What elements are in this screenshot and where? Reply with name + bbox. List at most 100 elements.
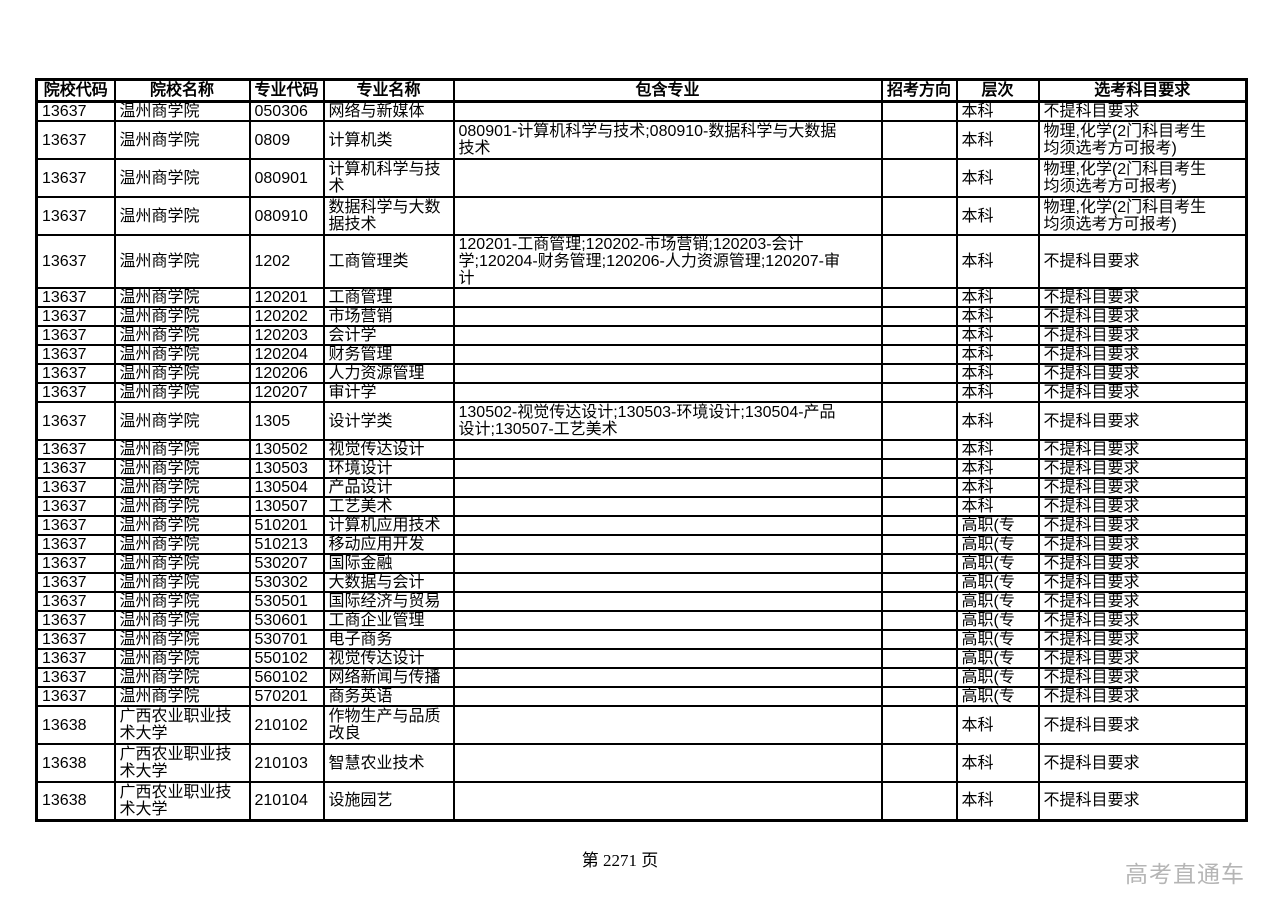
cell-admission-direction bbox=[880, 572, 958, 593]
cell-college-name: 温州商学院 bbox=[113, 363, 251, 384]
cell-college-name: 温州商学院 bbox=[113, 591, 251, 612]
cell-included-majors bbox=[452, 705, 883, 745]
cell-major-code: 130507 bbox=[248, 496, 325, 517]
table-row: 13637 温州商学院 530701 电子商务 高职(专 不提科目要求 bbox=[35, 629, 1248, 650]
cell-college-name: 温州商学院 bbox=[113, 120, 251, 160]
cell-level: 本科 bbox=[955, 234, 1040, 289]
cell-college-name: 温州商学院 bbox=[113, 287, 251, 308]
cell-level: 本科 bbox=[955, 743, 1040, 783]
table-row: 13637 温州商学院 1202 工商管理类 120201-工商管理;120202-市场… bbox=[35, 234, 1248, 289]
cell-included-majors bbox=[452, 382, 883, 403]
cell-subject-requirements: 不提科目要求 bbox=[1037, 439, 1248, 460]
cell-college-name: 温州商学院 bbox=[113, 401, 251, 441]
cell-admission-direction bbox=[880, 781, 958, 821]
header-included-majors: 包含专业 bbox=[452, 78, 883, 103]
table-row: 13638 广西农业职业技术大学 210102 作物生产与品质改良 本科 不提科目要求 bbox=[35, 705, 1248, 745]
cell-level: 本科 bbox=[955, 781, 1040, 821]
cell-level: 高职(专 bbox=[955, 534, 1040, 555]
cell-major-name: 工商管理 bbox=[322, 287, 455, 308]
table-row: 13637 温州商学院 130504 产品设计 本科 不提科目要求 bbox=[35, 477, 1248, 498]
table-row: 13637 温州商学院 530207 国际金融 高职(专 不提科目要求 bbox=[35, 553, 1248, 574]
cell-major-name: 数据科学与大数据技术 bbox=[322, 196, 455, 236]
cell-level: 本科 bbox=[955, 363, 1040, 384]
cell-level: 本科 bbox=[955, 100, 1040, 122]
cell-major-code: 510213 bbox=[248, 534, 325, 555]
cell-college-code: 13637 bbox=[35, 363, 116, 384]
table-row: 13637 温州商学院 080910 数据科学与大数据技术 本科 物理,化学(2门科目考生… bbox=[35, 196, 1248, 236]
cell-college-name: 温州商学院 bbox=[113, 382, 251, 403]
cell-included-majors bbox=[452, 458, 883, 479]
cell-major-name: 工商企业管理 bbox=[322, 610, 455, 631]
cell-included-majors bbox=[452, 686, 883, 707]
cell-subject-requirements: 不提科目要求 bbox=[1037, 591, 1248, 612]
cell-major-name: 电子商务 bbox=[322, 629, 455, 650]
cell-college-code: 13637 bbox=[35, 572, 116, 593]
cell-college-name: 温州商学院 bbox=[113, 629, 251, 650]
cell-included-majors bbox=[452, 100, 883, 122]
cell-level: 本科 bbox=[955, 477, 1040, 498]
cell-admission-direction bbox=[880, 496, 958, 517]
cell-major-name: 设计学类 bbox=[322, 401, 455, 441]
cell-major-code: 1305 bbox=[248, 401, 325, 441]
watermark-text: 高考直通车 bbox=[1125, 861, 1245, 887]
header-college-code: 院校代码 bbox=[35, 78, 116, 103]
cell-college-name: 温州商学院 bbox=[113, 686, 251, 707]
cell-level: 本科 bbox=[955, 120, 1040, 160]
cell-major-name: 会计学 bbox=[322, 325, 455, 346]
cell-subject-requirements: 不提科目要求 bbox=[1037, 667, 1248, 688]
cell-major-code: 210104 bbox=[248, 781, 325, 821]
cell-admission-direction bbox=[880, 705, 958, 745]
table-row: 13637 温州商学院 080901 计算机科学与技术 本科 物理,化学(2门科目考生均须… bbox=[35, 158, 1248, 198]
cell-subject-requirements: 不提科目要求 bbox=[1037, 515, 1248, 536]
cell-subject-requirements: 不提科目要求 bbox=[1037, 363, 1248, 384]
table-row: 13637 温州商学院 530501 国际经济与贸易 高职(专 不提科目要求 bbox=[35, 591, 1248, 612]
table-row: 13637 温州商学院 130503 环境设计 本科 不提科目要求 bbox=[35, 458, 1248, 479]
cell-included-majors bbox=[452, 667, 883, 688]
cell-subject-requirements: 不提科目要求 bbox=[1037, 534, 1248, 555]
table-row: 13637 温州商学院 120203 会计学 本科 不提科目要求 bbox=[35, 325, 1248, 346]
cell-college-code: 13638 bbox=[35, 781, 116, 821]
cell-subject-requirements: 不提科目要求 bbox=[1037, 458, 1248, 479]
cell-level: 高职(专 bbox=[955, 648, 1040, 669]
cell-college-code: 13637 bbox=[35, 344, 116, 365]
table-row: 13637 温州商学院 130507 工艺美术 本科 不提科目要求 bbox=[35, 496, 1248, 517]
cell-subject-requirements: 不提科目要求 bbox=[1037, 629, 1248, 650]
cell-college-name: 温州商学院 bbox=[113, 100, 251, 122]
cell-college-name: 温州商学院 bbox=[113, 458, 251, 479]
cell-subject-requirements: 物理,化学(2门科目考生均须选考方可报考) bbox=[1037, 196, 1248, 236]
cell-major-code: 210103 bbox=[248, 743, 325, 783]
cell-college-code: 13637 bbox=[35, 234, 116, 289]
cell-subject-requirements: 不提科目要求 bbox=[1037, 781, 1248, 821]
cell-included-majors bbox=[452, 572, 883, 593]
cell-subject-requirements: 不提科目要求 bbox=[1037, 743, 1248, 783]
cell-college-name: 温州商学院 bbox=[113, 477, 251, 498]
cell-college-name: 温州商学院 bbox=[113, 325, 251, 346]
cell-admission-direction bbox=[880, 196, 958, 236]
table-row: 13637 温州商学院 120202 市场营销 本科 不提科目要求 bbox=[35, 306, 1248, 327]
cell-subject-requirements: 物理,化学(2门科目考生均须选考方可报考) bbox=[1037, 158, 1248, 198]
cell-included-majors bbox=[452, 344, 883, 365]
cell-admission-direction bbox=[880, 629, 958, 650]
cell-level: 本科 bbox=[955, 325, 1040, 346]
cell-included-majors bbox=[452, 287, 883, 308]
cell-included-majors bbox=[452, 306, 883, 327]
cell-major-code: 130503 bbox=[248, 458, 325, 479]
cell-college-code: 13637 bbox=[35, 477, 116, 498]
table-row: 13637 温州商学院 0809 计算机类 080901-计算机科学与技术;080910… bbox=[35, 120, 1248, 160]
cell-level: 高职(专 bbox=[955, 515, 1040, 536]
cell-included-majors: 130502-视觉传达设计;130503-环境设计;130504-产品设计;13… bbox=[452, 401, 883, 441]
cell-major-name: 国际金融 bbox=[322, 553, 455, 574]
cell-major-code: 120202 bbox=[248, 306, 325, 327]
table-row: 13638 广西农业职业技术大学 210103 智慧农业技术 本科 不提科目要求 bbox=[35, 743, 1248, 783]
cell-included-majors bbox=[452, 781, 883, 821]
cell-major-name: 智慧农业技术 bbox=[322, 743, 455, 783]
cell-admission-direction bbox=[880, 325, 958, 346]
header-major-code: 专业代码 bbox=[248, 78, 325, 103]
cell-college-name: 温州商学院 bbox=[113, 667, 251, 688]
cell-included-majors bbox=[452, 553, 883, 574]
cell-major-code: 1202 bbox=[248, 234, 325, 289]
cell-major-name: 视觉传达设计 bbox=[322, 648, 455, 669]
cell-college-name: 温州商学院 bbox=[113, 234, 251, 289]
cell-included-majors bbox=[452, 158, 883, 198]
cell-subject-requirements: 不提科目要求 bbox=[1037, 572, 1248, 593]
